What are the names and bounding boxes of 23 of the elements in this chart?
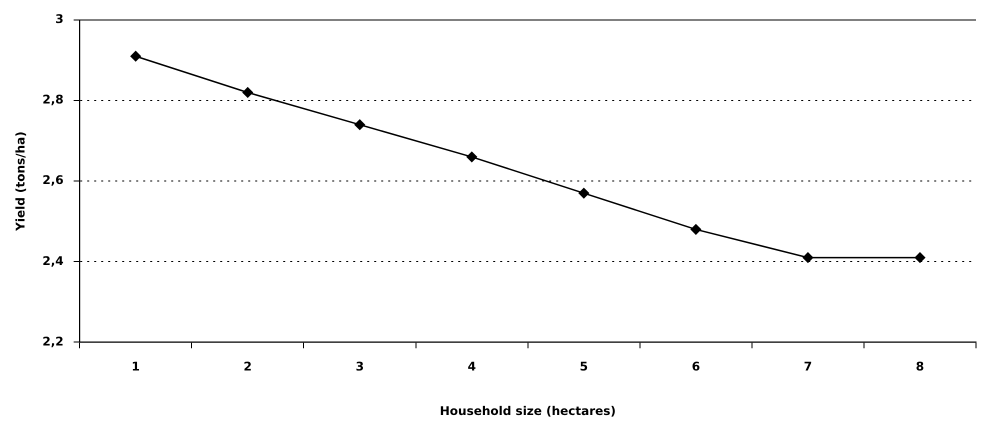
y-axis-title: Yield (tons/ha) xyxy=(13,131,28,232)
x-tick-label: 3 xyxy=(356,360,364,374)
point xyxy=(354,119,366,130)
x-axis-title: Household size (hectares) xyxy=(440,404,616,418)
y-tick-label: 2,6 xyxy=(42,173,64,188)
x-tick-label: 7 xyxy=(804,360,812,374)
y-tick-label: 3 xyxy=(55,12,64,26)
y-tick-label: 2,4 xyxy=(42,254,64,268)
point xyxy=(690,224,702,235)
point xyxy=(466,152,478,162)
y-tick-label: 2,2 xyxy=(42,334,64,348)
point xyxy=(578,188,590,198)
y-tick-label: 2,8 xyxy=(42,92,64,107)
point xyxy=(242,87,253,98)
x-tick-label: 4 xyxy=(468,360,476,374)
x-tick-label: 1 xyxy=(132,360,140,374)
x-tick-label: 6 xyxy=(692,360,700,374)
x-tick-label: 8 xyxy=(916,360,924,374)
point xyxy=(914,252,926,263)
x-tick-label: 5 xyxy=(580,360,588,374)
x-tick-label: 2 xyxy=(244,360,252,374)
point xyxy=(802,252,814,263)
point xyxy=(130,51,141,62)
